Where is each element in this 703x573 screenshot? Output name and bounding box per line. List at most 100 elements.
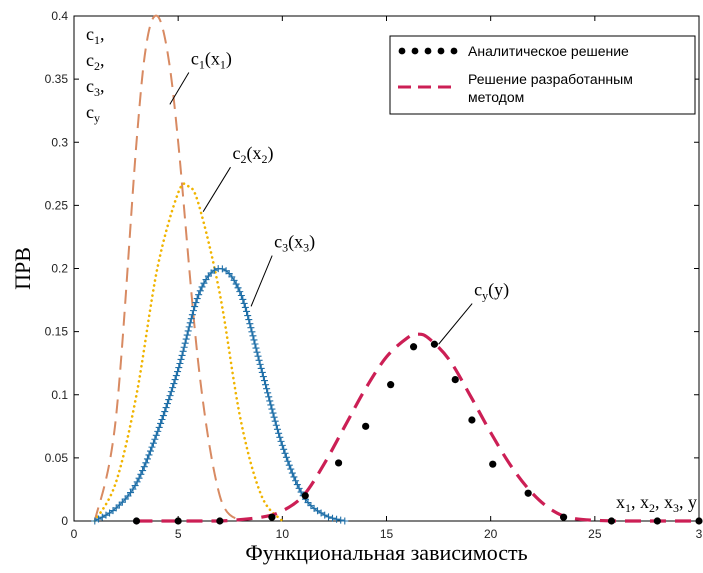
plus-marker [271, 417, 279, 425]
plus-marker [139, 467, 147, 475]
y-tick-label: 0.05 [45, 451, 69, 465]
plus-marker [280, 445, 288, 453]
legend-swatch-dot [411, 47, 419, 55]
plus-marker [341, 517, 349, 525]
plus-marker [314, 507, 322, 515]
plus-marker [288, 469, 296, 477]
annotation-cy: cy(y) [474, 280, 509, 303]
y-tick-label: 0.15 [45, 325, 69, 339]
plus-marker [284, 457, 292, 465]
plus-marker [175, 364, 183, 372]
annotation-leader [202, 166, 231, 212]
corner-label-c: c1, [86, 24, 105, 47]
data-point [451, 376, 459, 384]
plus-marker [276, 433, 284, 441]
plus-marker [165, 396, 173, 404]
annotation-c3: c3(x3) [274, 232, 315, 255]
plus-marker [186, 319, 194, 327]
plus-marker [272, 421, 280, 429]
plus-marker [133, 478, 141, 486]
plus-marker [157, 419, 165, 427]
plus-marker [293, 481, 301, 489]
plus-marker [275, 429, 283, 437]
data-point [607, 517, 616, 525]
plus-marker [154, 427, 162, 435]
series-1 [93, 182, 284, 523]
plus-marker [183, 331, 191, 339]
plus-marker [192, 299, 200, 307]
plus-marker [129, 485, 137, 493]
y-tick-label: 0.4 [51, 9, 68, 23]
y-tick-label: 0.25 [45, 198, 69, 212]
annotations-layer: c1(x1) c2(x2) c3(x3) cy(y) c1, c2, c3, cy x1, x… [86, 24, 697, 515]
plus-marker [158, 416, 166, 424]
plus-marker [234, 284, 242, 292]
annotation-leader [438, 303, 473, 345]
legend-swatch-dot [398, 47, 406, 55]
y-tick-label: 0.2 [51, 262, 68, 276]
plus-marker [251, 340, 259, 348]
plus-marker [187, 315, 195, 323]
plus-marker [281, 449, 289, 457]
data-point [301, 492, 309, 500]
plus-marker [253, 348, 261, 356]
plus-marker [174, 368, 182, 376]
plus-marker [257, 364, 265, 372]
plus-marker [170, 380, 178, 388]
data-point [387, 381, 395, 389]
plus-marker [273, 425, 281, 433]
plus-marker [185, 323, 193, 331]
data-point [430, 340, 439, 348]
plus-marker [152, 431, 160, 439]
corner-label-c: c2, [86, 50, 105, 73]
x-axis-label: Функциональная зависимость [245, 540, 527, 565]
plus-marker [265, 393, 273, 401]
legend-swatch-dot [450, 47, 458, 55]
plus-marker [329, 514, 337, 522]
data-point [334, 459, 343, 467]
y-tick-label: 0.35 [45, 72, 69, 86]
y-tick-label: 0.3 [51, 135, 68, 149]
x-tick-label: 10 [276, 527, 290, 541]
legend-swatch-dot [437, 47, 445, 55]
plus-marker [210, 266, 218, 274]
plus-marker [282, 453, 290, 461]
plus-marker [248, 328, 256, 336]
data-point [695, 517, 703, 525]
plus-marker [321, 511, 329, 519]
data-point [268, 513, 276, 521]
plus-marker [244, 312, 252, 320]
plus-marker [241, 303, 249, 311]
plus-marker [287, 465, 295, 473]
plus-marker [102, 511, 110, 519]
corner-label-x: x1, x2, x3, y [616, 492, 697, 515]
x-tick-label: 15 [380, 527, 394, 541]
plus-marker [236, 288, 244, 296]
data-point [524, 489, 532, 497]
plus-marker [246, 320, 254, 328]
plus-marker [263, 385, 271, 393]
plus-marker [180, 343, 188, 351]
annotation-leader [250, 255, 273, 307]
plus-marker [267, 401, 275, 409]
data-point [468, 416, 476, 424]
plus-marker [252, 344, 260, 352]
data-point [216, 517, 224, 525]
plus-marker [295, 484, 303, 492]
data-point [174, 517, 182, 525]
plus-marker [169, 384, 177, 392]
series-layer [91, 14, 703, 525]
plus-marker [191, 303, 199, 311]
x-tick-label: 3 [696, 527, 703, 541]
plus-marker [333, 515, 341, 523]
plus-marker [285, 461, 293, 469]
plus-marker [196, 287, 204, 295]
y-tick-label: 0.1 [51, 388, 68, 402]
plus-marker [247, 324, 255, 332]
plus-marker [189, 307, 197, 315]
plus-marker [254, 352, 262, 360]
x-tick-label: 20 [484, 527, 498, 541]
plus-marker [200, 279, 208, 287]
plus-marker [131, 482, 139, 490]
